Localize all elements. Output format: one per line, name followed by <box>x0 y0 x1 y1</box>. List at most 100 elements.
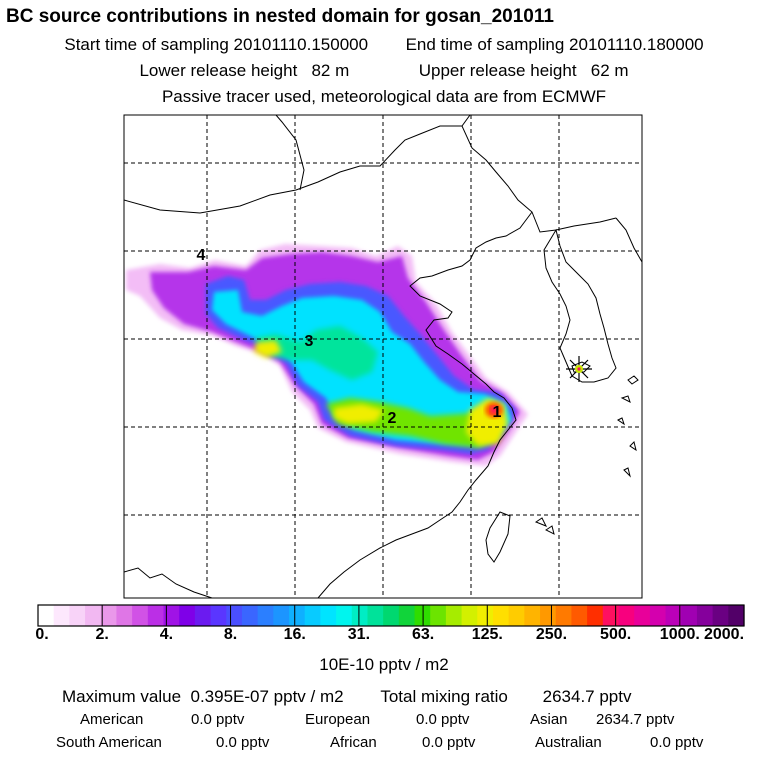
map-grid <box>124 115 642 598</box>
colorbar-cell <box>320 605 337 626</box>
colorbar-tick-label: 31. <box>347 626 371 643</box>
colorbar-tick-label: 125. <box>471 626 503 643</box>
colorbar-tick-label: 8. <box>223 626 238 643</box>
colorbar-cell <box>53 605 70 626</box>
colorbar-cell <box>649 605 667 626</box>
colorbar <box>38 605 745 626</box>
source-marker-4: 4 <box>197 247 206 264</box>
colorbar-cell <box>398 605 416 626</box>
colorbar-cell <box>351 605 369 626</box>
max-value: 0.395E-07 pptv / m2 <box>190 687 344 706</box>
colorbar-cell <box>540 605 557 626</box>
island-taiwan <box>485 511 511 563</box>
source-marker-3: 3 <box>305 333 314 350</box>
colorbar-cell <box>116 605 133 626</box>
tracer-note: Passive tracer used, meteorological data… <box>161 87 607 106</box>
colorbar-cell <box>304 605 321 626</box>
colorbar-cell <box>132 605 149 626</box>
colorbar-cell <box>728 605 745 626</box>
coast-bohai <box>317 211 533 598</box>
colorbar-tick-label: 16. <box>283 626 306 643</box>
colorbar-tick-label: 2000. <box>703 626 745 643</box>
colorbar-cell <box>461 605 478 626</box>
region-value: 0.0 pptv <box>422 734 476 751</box>
colorbar-cell <box>696 605 714 626</box>
region-name: African <box>330 734 377 751</box>
region-name: South American <box>56 734 162 751</box>
colorbar-frame <box>37 604 745 627</box>
colorbar-cell <box>445 605 463 626</box>
border-southwest <box>124 567 213 598</box>
region-value: 0.0 pptv <box>650 734 704 751</box>
colorbar-cell <box>241 605 259 626</box>
colorbar-cell <box>712 605 729 626</box>
border-north <box>124 115 471 214</box>
lower-height-value: 82 m <box>311 61 350 80</box>
border-mongolia <box>275 115 305 191</box>
colorbar-cell <box>383 605 400 626</box>
colorbar-cell <box>602 605 620 626</box>
max-value-label: Maximum value <box>62 687 182 706</box>
release-heights: Lower release height 82 m Upper release … <box>0 61 768 81</box>
colorbar-tick-label: 2. <box>95 626 109 643</box>
colorbar-cell <box>179 605 196 626</box>
colorbar-cell <box>634 605 651 626</box>
end-time-value: 20101110.180000 <box>569 35 704 54</box>
colorbar-cell <box>163 605 180 626</box>
region-name: European <box>305 711 371 728</box>
total-mixing-value: 2634.7 pptv <box>542 687 632 706</box>
colorbar-tick-label: 250. <box>535 626 568 643</box>
colorbar-cell <box>367 605 384 626</box>
total-mixing-label: Total mixing ratio <box>380 687 508 706</box>
island-south <box>534 517 555 535</box>
star-icon <box>566 356 592 382</box>
colorbar-ticks <box>101 605 681 626</box>
coast-japan <box>615 217 642 263</box>
colorbar-cell <box>587 605 604 626</box>
colorbar-cell <box>430 605 447 626</box>
map-frame <box>123 114 643 599</box>
colorbar-cell <box>665 605 682 626</box>
colorbar-tick-label: 0. <box>35 626 49 643</box>
colorbar-cell <box>100 605 118 626</box>
upper-height-label: Upper release height <box>418 61 577 80</box>
start-time-value: 20101110.150000 <box>233 35 369 54</box>
colorbar-cell <box>524 605 541 626</box>
colorbar-cell <box>194 605 212 626</box>
summary-row: Maximum value 0.395E-07 pptv / m2 Total … <box>62 687 631 707</box>
colorbar-tick-label: 500. <box>600 626 632 643</box>
plume-hotspot-core <box>490 406 498 414</box>
colorbar-cell <box>85 605 102 626</box>
coastlines <box>124 115 642 598</box>
colorbar-cell <box>38 605 55 626</box>
map-panel: 1 2 3 4 <box>124 115 642 598</box>
region-value: 0.0 pptv <box>416 711 470 728</box>
islands-east <box>617 375 639 478</box>
upper-height-value: 62 m <box>590 61 629 80</box>
source-marker-1: 1 <box>493 404 502 421</box>
colorbar-cell <box>273 605 290 626</box>
colorbar-cell <box>618 605 635 626</box>
region-value: 0.0 pptv <box>191 711 245 728</box>
colorbar-cell <box>210 605 227 626</box>
plume-yellow-layer <box>254 340 508 446</box>
end-time-label: End time of sampling <box>405 35 565 54</box>
colorbar-cell <box>681 605 698 626</box>
colorbar-tick-label: 1000. <box>659 626 700 643</box>
region-name: Asian <box>530 711 568 728</box>
colorbar-cell <box>336 605 353 626</box>
colorbar-cell <box>477 605 494 626</box>
colorbar-cell <box>571 605 588 626</box>
colorbar-unit: 10E-10 pptv / m2 <box>319 655 449 674</box>
colorbar-tick-label: 4. <box>159 626 174 643</box>
lower-height-label: Lower release height <box>139 61 298 80</box>
source-marker-2: 2 <box>388 410 397 427</box>
coast-korea <box>543 228 617 383</box>
region-name: Australian <box>535 734 602 751</box>
colorbar-cell <box>147 605 165 626</box>
sampling-times: Start time of sampling 20101110.150000 E… <box>0 35 768 55</box>
region-value: 0.0 pptv <box>216 734 270 751</box>
plot-title: BC source contributions in nested domain… <box>6 6 554 27</box>
colorbar-cell <box>555 605 573 626</box>
